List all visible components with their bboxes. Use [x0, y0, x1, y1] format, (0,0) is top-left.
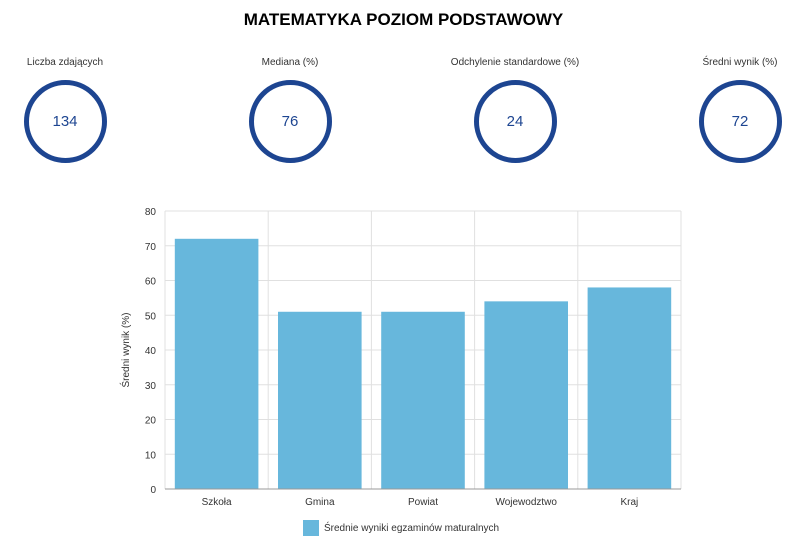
x-tick-label: Powiat	[408, 497, 438, 508]
bar-0	[174, 238, 259, 489]
y-tick-label: 70	[145, 242, 157, 253]
chart-legend[interactable]: Średnie wyniki egzaminów maturalnych	[303, 520, 499, 536]
y-tick-label: 30	[145, 381, 157, 392]
y-tick-label: 50	[145, 311, 157, 322]
stat-mean-circle: 72	[698, 80, 782, 163]
stat-median-circle: 76	[248, 80, 332, 163]
x-tick-label: Szkoła	[202, 497, 232, 508]
y-tick-label: 80	[145, 207, 157, 218]
page-title: MATEMATYKA POZIOM PODSTAWOWY	[243, 10, 564, 29]
x-tick-label: Gmina	[305, 497, 335, 508]
bar-4	[587, 287, 672, 489]
stat-median: Mediana (%) 76	[200, 56, 380, 163]
bar-3	[484, 301, 568, 489]
stat-median-label: Mediana (%)	[261, 57, 319, 68]
x-tick-label: Kraj	[621, 497, 639, 508]
y-tick-label: 20	[145, 416, 157, 427]
stat-stddev-label: Odchylenie standardowe (%)	[450, 57, 580, 68]
stat-mean: Średni wynik (%) 72	[650, 56, 807, 163]
legend-label: Średnie wyniki egzaminów maturalnych	[324, 522, 500, 534]
y-tick-label: 0	[150, 485, 156, 496]
stat-stddev-circle: 24	[473, 80, 557, 163]
x-tick-label: Wojewodztwo	[495, 497, 557, 508]
legend-swatch	[303, 520, 319, 536]
stat-stddev: Odchylenie standardowe (%) 24	[425, 56, 605, 163]
stat-mean-label: Średni wynik (%)	[702, 57, 778, 68]
y-axis-title: Średni wynik (%)	[119, 312, 132, 387]
y-tick-label: 10	[145, 450, 157, 461]
stat-count: Liczba zdających 134	[0, 56, 155, 163]
bar-1	[278, 311, 362, 489]
stat-count-circle: 134	[23, 80, 107, 163]
y-tick-label: 40	[145, 346, 157, 357]
bar-2	[381, 311, 465, 489]
y-tick-label: 60	[145, 277, 157, 288]
stat-count-label: Liczba zdających	[26, 57, 104, 68]
